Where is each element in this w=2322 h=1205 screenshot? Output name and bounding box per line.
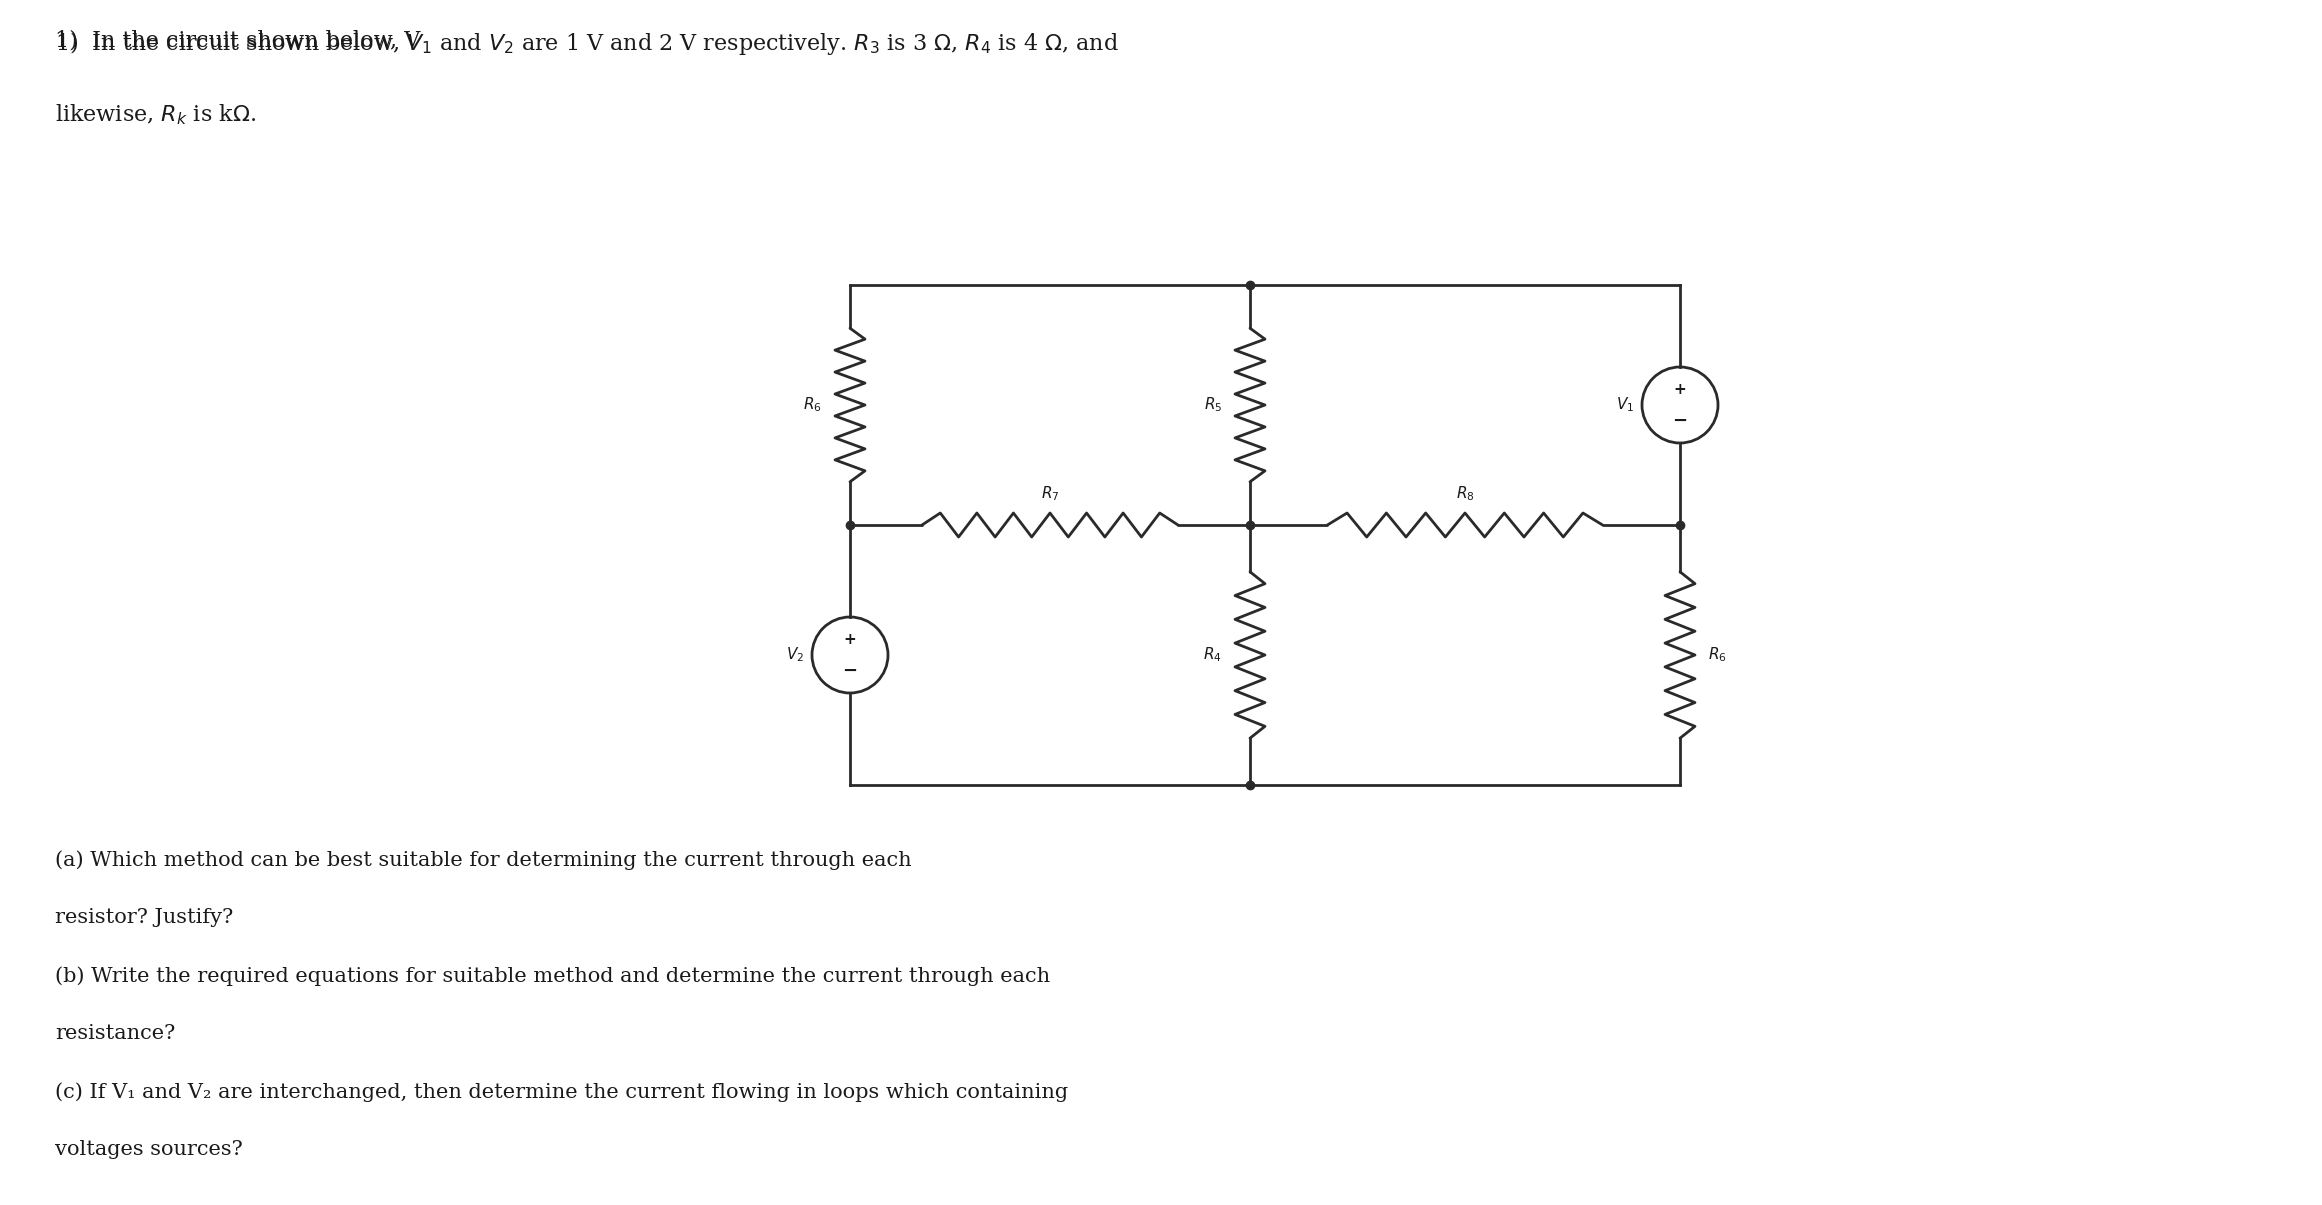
Text: $R_4$: $R_4$	[1203, 646, 1221, 664]
Text: (b) Write the required equations for suitable method and determine the current t: (b) Write the required equations for sui…	[56, 966, 1050, 986]
Text: +: +	[843, 631, 857, 647]
Text: $R_6$: $R_6$	[803, 395, 822, 415]
Text: voltages sources?: voltages sources?	[56, 1140, 244, 1159]
Text: 1)  In the circuit shown below, $V_1$ and $V_2$ are 1 V and 2 V respectively. $R: 1) In the circuit shown below, $V_1$ and…	[56, 30, 1119, 57]
Text: likewise, $R_k$ is k$\Omega$.: likewise, $R_k$ is k$\Omega$.	[56, 102, 255, 127]
Text: $V_2$: $V_2$	[785, 646, 803, 664]
Text: 1)  In the circuit shown below, V: 1) In the circuit shown below, V	[56, 30, 420, 52]
Text: resistor? Justify?: resistor? Justify?	[56, 909, 232, 927]
Text: $R_8$: $R_8$	[1456, 484, 1474, 502]
Text: $V_1$: $V_1$	[1616, 395, 1635, 415]
Text: $R_5$: $R_5$	[1203, 395, 1221, 415]
Text: resistance?: resistance?	[56, 1024, 174, 1044]
Text: (a) Which method can be best suitable for determining the current through each: (a) Which method can be best suitable fo…	[56, 850, 913, 870]
Text: −: −	[1672, 412, 1688, 430]
Text: $R_6$: $R_6$	[1709, 646, 1728, 664]
Text: −: −	[843, 662, 857, 680]
Text: +: +	[1674, 382, 1686, 396]
Text: (c) If V₁ and V₂ are interchanged, then determine the current flowing in loops w: (c) If V₁ and V₂ are interchanged, then …	[56, 1082, 1068, 1101]
Text: $R_7$: $R_7$	[1040, 484, 1059, 502]
